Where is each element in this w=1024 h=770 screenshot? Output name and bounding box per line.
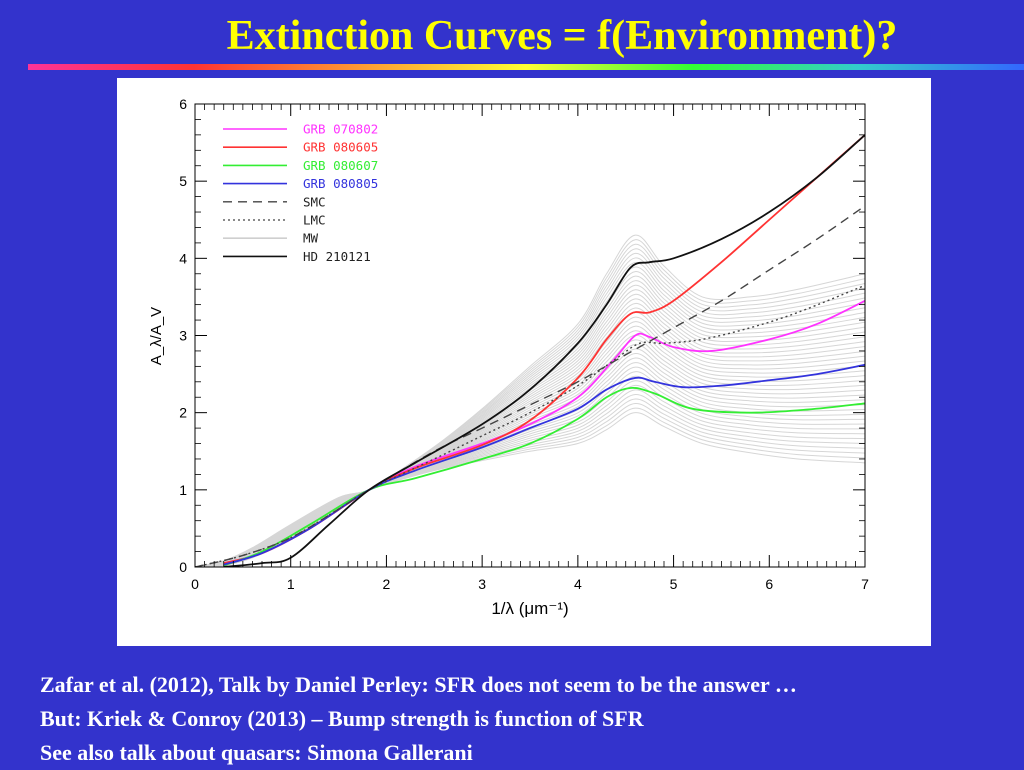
footer-line: But: Kriek & Conroy (2013) – Bump streng… (40, 706, 644, 731)
series-line-grb-080607 (223, 386, 865, 567)
y-axis-label: A_λ/A_V (148, 307, 165, 365)
x-tick-label: 3 (478, 576, 486, 592)
y-tick-label: 1 (179, 482, 187, 498)
mw-curve (195, 312, 865, 567)
axis-ticks: 0 1 2 3 4 5 6 7 0 1 2 3 4 5 6 (179, 96, 869, 592)
legend-label: LMC (303, 213, 326, 228)
legend-label: GRB 080605 (303, 140, 378, 155)
series-line-smc (195, 205, 865, 567)
y-tick-label: 0 (179, 559, 187, 575)
x-tick-label: 1 (287, 576, 295, 592)
series-line-lmc (195, 284, 865, 567)
series-line-hd-210121 (223, 134, 865, 567)
legend-label: GRB 070802 (303, 122, 378, 137)
series-line-grb-080805 (223, 363, 865, 566)
x-tick-label: 7 (861, 576, 869, 592)
mw-curve (195, 234, 865, 567)
series-curves (195, 134, 865, 567)
slide-title: Extinction Curves = f(Environment)? (226, 13, 898, 59)
plot-frame (194, 103, 866, 568)
y-tick-label: 4 (179, 250, 187, 266)
y-tick-label: 5 (179, 173, 187, 189)
legend-label: HD 210121 (303, 249, 371, 264)
legend-label: SMC (303, 194, 326, 209)
x-tick-label: 2 (383, 576, 391, 592)
mw-curves (195, 234, 865, 567)
y-tick-label: 2 (179, 405, 187, 421)
x-tick-label: 6 (765, 576, 773, 592)
rainbow-divider (28, 64, 1024, 70)
legend-label: MW (303, 231, 319, 246)
x-axis-label: 1/λ (μm⁻¹) (491, 599, 568, 618)
footer-line: Zafar et al. (2012), Talk by Daniel Perl… (40, 672, 797, 697)
footer-notes: Zafar et al. (2012), Talk by Daniel Perl… (40, 668, 797, 770)
legend: GRB 070802 GRB 080605 GRB 080607 GRB 080805… (223, 122, 378, 264)
y-tick-label: 3 (179, 328, 187, 344)
x-tick-label: 0 (191, 576, 199, 592)
mw-curve (195, 380, 865, 567)
legend-label: GRB 080805 (303, 176, 378, 191)
legend-label: GRB 080607 (303, 158, 378, 173)
x-tick-label: 5 (670, 576, 678, 592)
x-tick-label: 4 (574, 576, 582, 592)
y-tick-label: 6 (179, 96, 187, 112)
mw-curve (195, 375, 865, 567)
footer-line: See also talk about quasars: Simona Gall… (40, 740, 473, 765)
